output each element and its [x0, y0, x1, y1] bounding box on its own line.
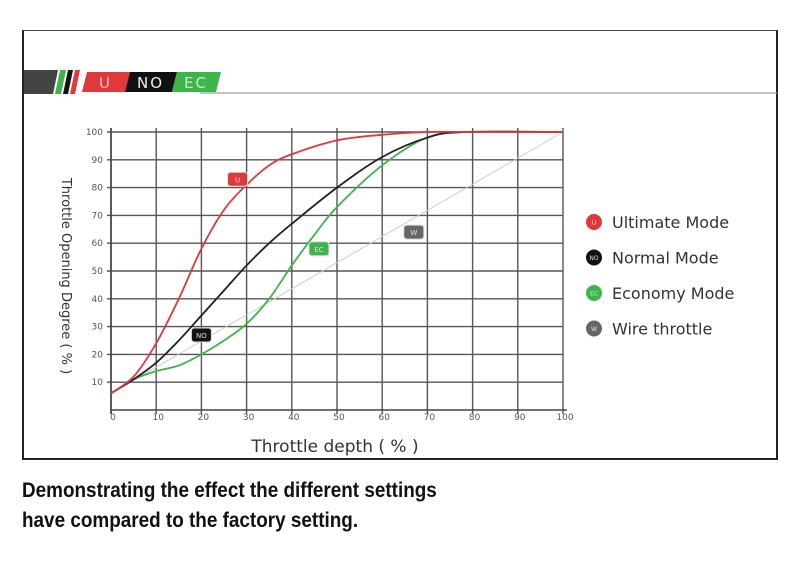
legend-swatch-label: EC [590, 291, 598, 298]
legend-item-normal-mode: NO Normal Mode [586, 249, 719, 268]
caption-line-1: Demonstrating the effect the different s… [22, 479, 437, 502]
x-tick-label: 50 [333, 413, 345, 423]
marker-label: U [235, 176, 240, 184]
legend-label: Wire throttle [612, 320, 712, 339]
caption-line-2: have compared to the factory setting. [22, 509, 359, 532]
banner-dark-block [24, 70, 58, 94]
x-tick-label: 60 [378, 413, 390, 423]
x-tick-label: 80 [469, 413, 481, 423]
legend-label: Economy Mode [612, 284, 734, 303]
x-tick-label: 10 [152, 413, 164, 423]
x-tick-label: 20 [198, 413, 210, 423]
legend-swatch-label: U [592, 220, 596, 227]
legend-swatch-label: NO [589, 255, 598, 262]
y-tick-label: 40 [92, 295, 104, 305]
y-tick-label: 30 [92, 323, 104, 333]
banner-label-u: U [99, 74, 112, 92]
y-tick-label: 20 [92, 350, 104, 360]
banner-stripe-green [55, 70, 66, 94]
legend-label: Ultimate Mode [612, 213, 729, 232]
series-marker-u: U [227, 171, 249, 187]
x-axis-label: Throttle depth ( % ) [250, 437, 418, 457]
series-marker-ec: EC [308, 241, 330, 257]
x-tick-label: 30 [243, 413, 255, 423]
series-line-normal-mode [110, 130, 564, 395]
legend-swatch [586, 249, 602, 266]
x-tick-label: 70 [424, 413, 436, 423]
series-marker-no: NO [190, 327, 212, 343]
legend-swatch [586, 214, 602, 230]
series-line-ultimate-mode [110, 130, 563, 395]
y-axis-label: Throttle Opening Degree ( % ) [58, 177, 73, 374]
x-tick-label: 90 [514, 413, 526, 423]
grid: 0 10 20 30 40 50 60 70 80 90 100 10 20 30 40 50 60 70 80 90… [86, 128, 574, 423]
x-tick-label: 0 [110, 413, 116, 423]
y-tick-label: 50 [92, 267, 104, 277]
marker-badge [227, 171, 249, 187]
marker-label: W [410, 229, 417, 237]
legend-item-ultimate-mode: U Ultimate Mode [586, 213, 729, 232]
marker-label: NO [196, 332, 207, 340]
banner-block-ec [172, 72, 221, 92]
legend: U Ultimate Mode NO Normal Mode EC Economy Mod… [586, 213, 734, 339]
y-tick-label: 60 [92, 239, 104, 249]
legend-swatch [586, 285, 602, 301]
marker-badge [190, 327, 212, 343]
chart-frame [22, 30, 778, 460]
banner-stripe-red [70, 70, 80, 94]
legend-item-economy-mode: EC Economy Mode [586, 284, 734, 303]
banner-label-ec: EC [184, 74, 208, 92]
x-tick-label: 40 [288, 413, 300, 423]
y-tick-label: 90 [92, 156, 104, 166]
y-tick-label: 80 [92, 184, 104, 194]
y-tick-label: 100 [86, 128, 103, 138]
marker-badge [403, 224, 425, 240]
banner-block-no [125, 72, 177, 92]
x-tick-label: 100 [556, 413, 573, 423]
legend-swatch [586, 320, 602, 337]
series-marker-w: W [403, 224, 425, 240]
mode-banner: U NO EC [24, 70, 778, 94]
legend-swatch-label: W [591, 326, 597, 333]
legend-label: Normal Mode [612, 249, 719, 268]
marker-badge [308, 241, 330, 257]
y-tick-label: 10 [92, 378, 104, 388]
marker-label: EC [314, 246, 323, 254]
y-tick-label: 70 [92, 211, 104, 221]
banner-block-u [82, 72, 130, 92]
banner-label-no: NO [137, 74, 164, 92]
banner-stripe-black [63, 70, 73, 94]
legend-item-wire-throttle: W Wire throttle [586, 320, 712, 339]
series-line-wire-throttle [110, 131, 564, 394]
caption: Demonstrating the effect the different s… [22, 476, 437, 536]
